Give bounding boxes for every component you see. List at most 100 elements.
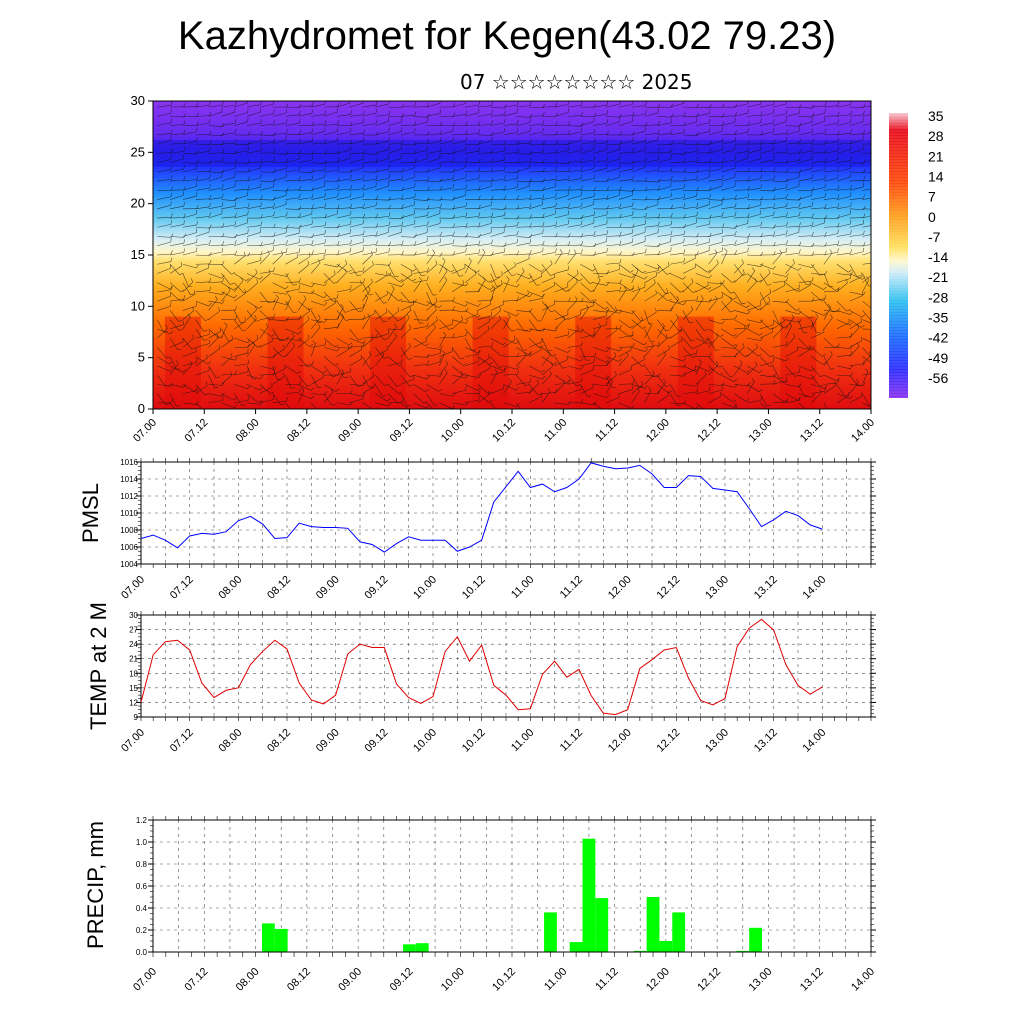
wind-barb-feather <box>337 166 340 171</box>
wind-barb <box>695 273 710 279</box>
wind-barb <box>541 354 551 367</box>
wind-barb-feather <box>707 286 712 290</box>
wind-barb <box>605 149 620 154</box>
wind-barb <box>631 337 645 346</box>
wind-barb-feather <box>555 221 558 226</box>
wind-barb-feather <box>716 259 719 264</box>
wind-barb-feather <box>440 147 442 152</box>
wind-barb <box>195 231 210 237</box>
wind-barb-feather <box>568 175 570 180</box>
wind-barb <box>259 250 274 256</box>
wind-barb <box>169 282 181 293</box>
wind-barb <box>170 384 184 388</box>
wind-barb <box>644 245 659 247</box>
wind-barb <box>311 169 326 173</box>
wind-barb <box>657 196 672 200</box>
wind-barb <box>464 170 479 173</box>
wind-barb <box>375 103 389 108</box>
wind-barb <box>477 152 492 154</box>
wind-barb-feather <box>170 165 173 170</box>
wind-barb <box>464 384 478 391</box>
wind-barb <box>388 207 403 210</box>
wind-barb-feather <box>568 146 570 151</box>
wind-barb-feather <box>523 349 528 351</box>
wind-barb-feather <box>799 318 802 323</box>
wind-barb <box>336 232 351 237</box>
wind-barb <box>759 393 767 406</box>
wind-barb <box>721 227 736 229</box>
wind-barb <box>221 176 235 182</box>
wind-barb <box>823 310 838 313</box>
wind-barb <box>516 236 531 238</box>
wind-barb <box>157 217 172 219</box>
wind-barb-feather <box>581 297 584 302</box>
wind-barb-feather <box>529 203 532 208</box>
wind-barb <box>439 351 453 357</box>
wind-barb <box>439 372 448 385</box>
wind-barb <box>298 207 313 210</box>
wind-barb <box>849 346 860 357</box>
wind-barb-feather <box>465 184 468 189</box>
wind-barb-feather <box>811 155 813 160</box>
wind-barb-feather <box>337 120 340 125</box>
wind-barb <box>349 284 362 293</box>
wind-barb-feather <box>235 370 237 375</box>
wind-barb-feather <box>806 283 811 286</box>
wind-barb <box>464 104 479 108</box>
wind-barb <box>195 384 205 396</box>
wind-barb-feather <box>222 223 225 228</box>
wind-barb <box>439 140 454 145</box>
wind-barb <box>400 347 409 360</box>
wind-barb-feather <box>286 187 289 192</box>
wind-barb-feather <box>222 241 225 246</box>
wind-barb-feather <box>722 175 724 180</box>
wind-barb <box>529 151 544 154</box>
wind-barb-feather <box>722 158 725 163</box>
wind-barb <box>439 336 454 339</box>
wind-barb-feather <box>641 316 643 321</box>
wind-barb <box>567 253 577 265</box>
wind-barb-feather <box>747 140 750 145</box>
wind-barb <box>182 106 197 108</box>
wind-barb-feather <box>638 386 643 388</box>
wind-barb <box>413 374 428 380</box>
wind-barb <box>503 152 518 154</box>
wind-barb-feather <box>453 103 455 107</box>
precip-bar <box>415 943 429 952</box>
wind-barb <box>439 260 446 274</box>
x-tick-label: 11.12 <box>558 727 585 754</box>
wind-barb-feather <box>434 306 437 310</box>
wind-barb <box>862 123 871 126</box>
wind-barb-feather <box>517 119 519 124</box>
wind-barb-feather <box>363 110 365 115</box>
wind-barb-feather <box>324 213 327 218</box>
wind-barb-feather <box>489 364 491 369</box>
wind-barb <box>285 122 300 126</box>
wind-barb <box>182 153 197 155</box>
wind-barb <box>516 131 530 136</box>
wind-barb <box>246 111 261 117</box>
wind-barb-feather <box>568 297 571 302</box>
wind-barb <box>657 151 672 154</box>
wind-barb <box>310 262 321 274</box>
wind-barb-feather <box>440 121 443 126</box>
wind-barb <box>336 307 344 320</box>
wind-barb <box>618 214 633 219</box>
wind-barb-feather <box>386 345 388 350</box>
wind-barb-feather <box>247 229 249 234</box>
wind-barb-feather <box>286 158 289 163</box>
wind-barb-feather <box>215 295 218 300</box>
wind-barb <box>464 347 478 354</box>
wind-barb-feather <box>196 220 198 226</box>
wind-barb <box>708 285 722 293</box>
wind-barb-feather <box>409 384 414 387</box>
wind-barb-feather <box>760 167 763 172</box>
wind-barb-feather <box>606 230 609 235</box>
wind-barb-feather <box>721 229 723 234</box>
wind-barb <box>387 130 402 136</box>
wind-barb-feather <box>247 359 250 364</box>
wind-barb-feather <box>872 270 873 274</box>
wind-barb-feather <box>700 295 704 299</box>
wind-barb <box>811 105 826 108</box>
